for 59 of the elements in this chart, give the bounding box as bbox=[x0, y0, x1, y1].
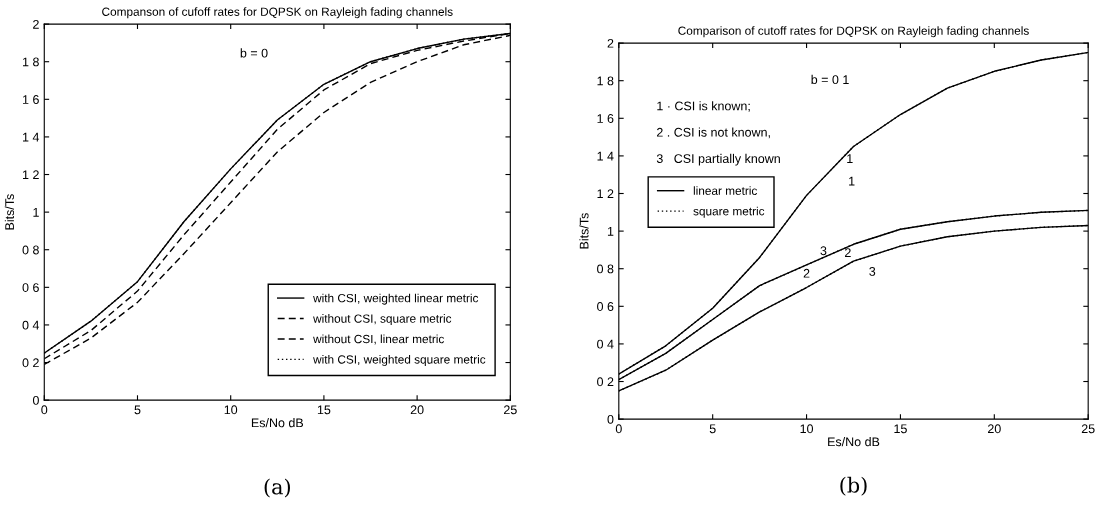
annotation: b = 0 1 bbox=[811, 74, 849, 85]
annotation: 2 bbox=[803, 268, 810, 278]
y-tick-label: 0 8 bbox=[597, 264, 614, 274]
chart-title: Comparison of cutoff rates for DQPSK on Rayleigh fading channels bbox=[678, 26, 1029, 38]
legend-label: linear metric bbox=[693, 186, 758, 195]
legend-label: with CSI, weighted square metric bbox=[313, 354, 486, 366]
y-tick-label: 1 8 bbox=[597, 76, 614, 86]
y-tick-label: 0 4 bbox=[597, 339, 614, 349]
y-tick-label: 1 bbox=[33, 208, 39, 217]
y-tick-label: 0 bbox=[607, 414, 614, 424]
y-tick-label: 1 2 bbox=[23, 170, 39, 180]
x-tick-label: 25 bbox=[1081, 424, 1095, 434]
annotation: 1 · CSI is known; bbox=[657, 101, 750, 112]
annotation: 2 bbox=[845, 248, 851, 257]
annotation: 1 bbox=[847, 154, 853, 163]
y-axis-title: Bits/Ts bbox=[579, 213, 589, 249]
x-tick-label: 0 bbox=[41, 405, 48, 415]
y-tick-label: 1 4 bbox=[597, 151, 614, 161]
legend-label: without CSI, square metric bbox=[313, 314, 452, 326]
y-tick-label: 0 2 bbox=[597, 377, 614, 387]
annotation: b = 0 bbox=[240, 48, 268, 58]
annotation: 2 . CSI is not known, bbox=[656, 127, 770, 139]
y-tick-label: 0 2 bbox=[22, 358, 39, 368]
y-tick-label: 1 2 bbox=[597, 189, 614, 199]
y-tick-label: 2 bbox=[33, 19, 39, 29]
y-tick-label: 1 6 bbox=[23, 95, 39, 104]
x-tick-label: 10 bbox=[224, 405, 238, 415]
x-tick-label: 20 bbox=[410, 405, 424, 415]
x-axis-title: Es/No dB bbox=[828, 437, 880, 447]
x-tick-label: 15 bbox=[317, 405, 331, 415]
x-tick-label: 15 bbox=[894, 424, 907, 434]
legend-label: without CSI, linear metric bbox=[313, 334, 445, 345]
y-tick-label: 0 6 bbox=[22, 283, 39, 292]
x-tick-label: 25 bbox=[504, 405, 517, 415]
annotation: 3 bbox=[820, 246, 827, 256]
legend-label: with CSI, weighted linear metric bbox=[313, 293, 479, 305]
y-tick-label: 0 8 bbox=[22, 245, 39, 255]
legend-label: square metric bbox=[693, 206, 765, 218]
text: (b) bbox=[840, 476, 867, 496]
y-tick-label: 1 bbox=[607, 227, 614, 236]
y-tick-label: 1 8 bbox=[23, 57, 39, 67]
x-tick-label: 5 bbox=[709, 424, 716, 434]
y-tick-label: 0 6 bbox=[597, 302, 614, 311]
y-tick-label: 2 bbox=[607, 38, 614, 48]
y-tick-label: 0 bbox=[32, 395, 39, 405]
annotation: 3 CSI partially known bbox=[656, 153, 780, 166]
y-tick-label: 0 4 bbox=[22, 320, 40, 330]
x-tick-label: 0 bbox=[615, 424, 622, 434]
x-tick-label: 10 bbox=[800, 424, 814, 434]
text: (a) bbox=[264, 478, 290, 498]
x-tick-label: 20 bbox=[987, 424, 1001, 434]
y-tick-label: 1 6 bbox=[597, 114, 614, 123]
annotation: 1 bbox=[849, 176, 855, 186]
x-axis-title: Es/No dB bbox=[251, 418, 304, 428]
chart-title: Companson of cufoff rates for DQPSK on Rayleigh fading channels bbox=[102, 7, 453, 19]
y-axis-title: Bits/Ts bbox=[4, 194, 15, 230]
y-tick-label: 1 4 bbox=[23, 132, 40, 142]
annotation: 3 bbox=[869, 266, 876, 276]
x-tick-label: 5 bbox=[134, 405, 141, 415]
